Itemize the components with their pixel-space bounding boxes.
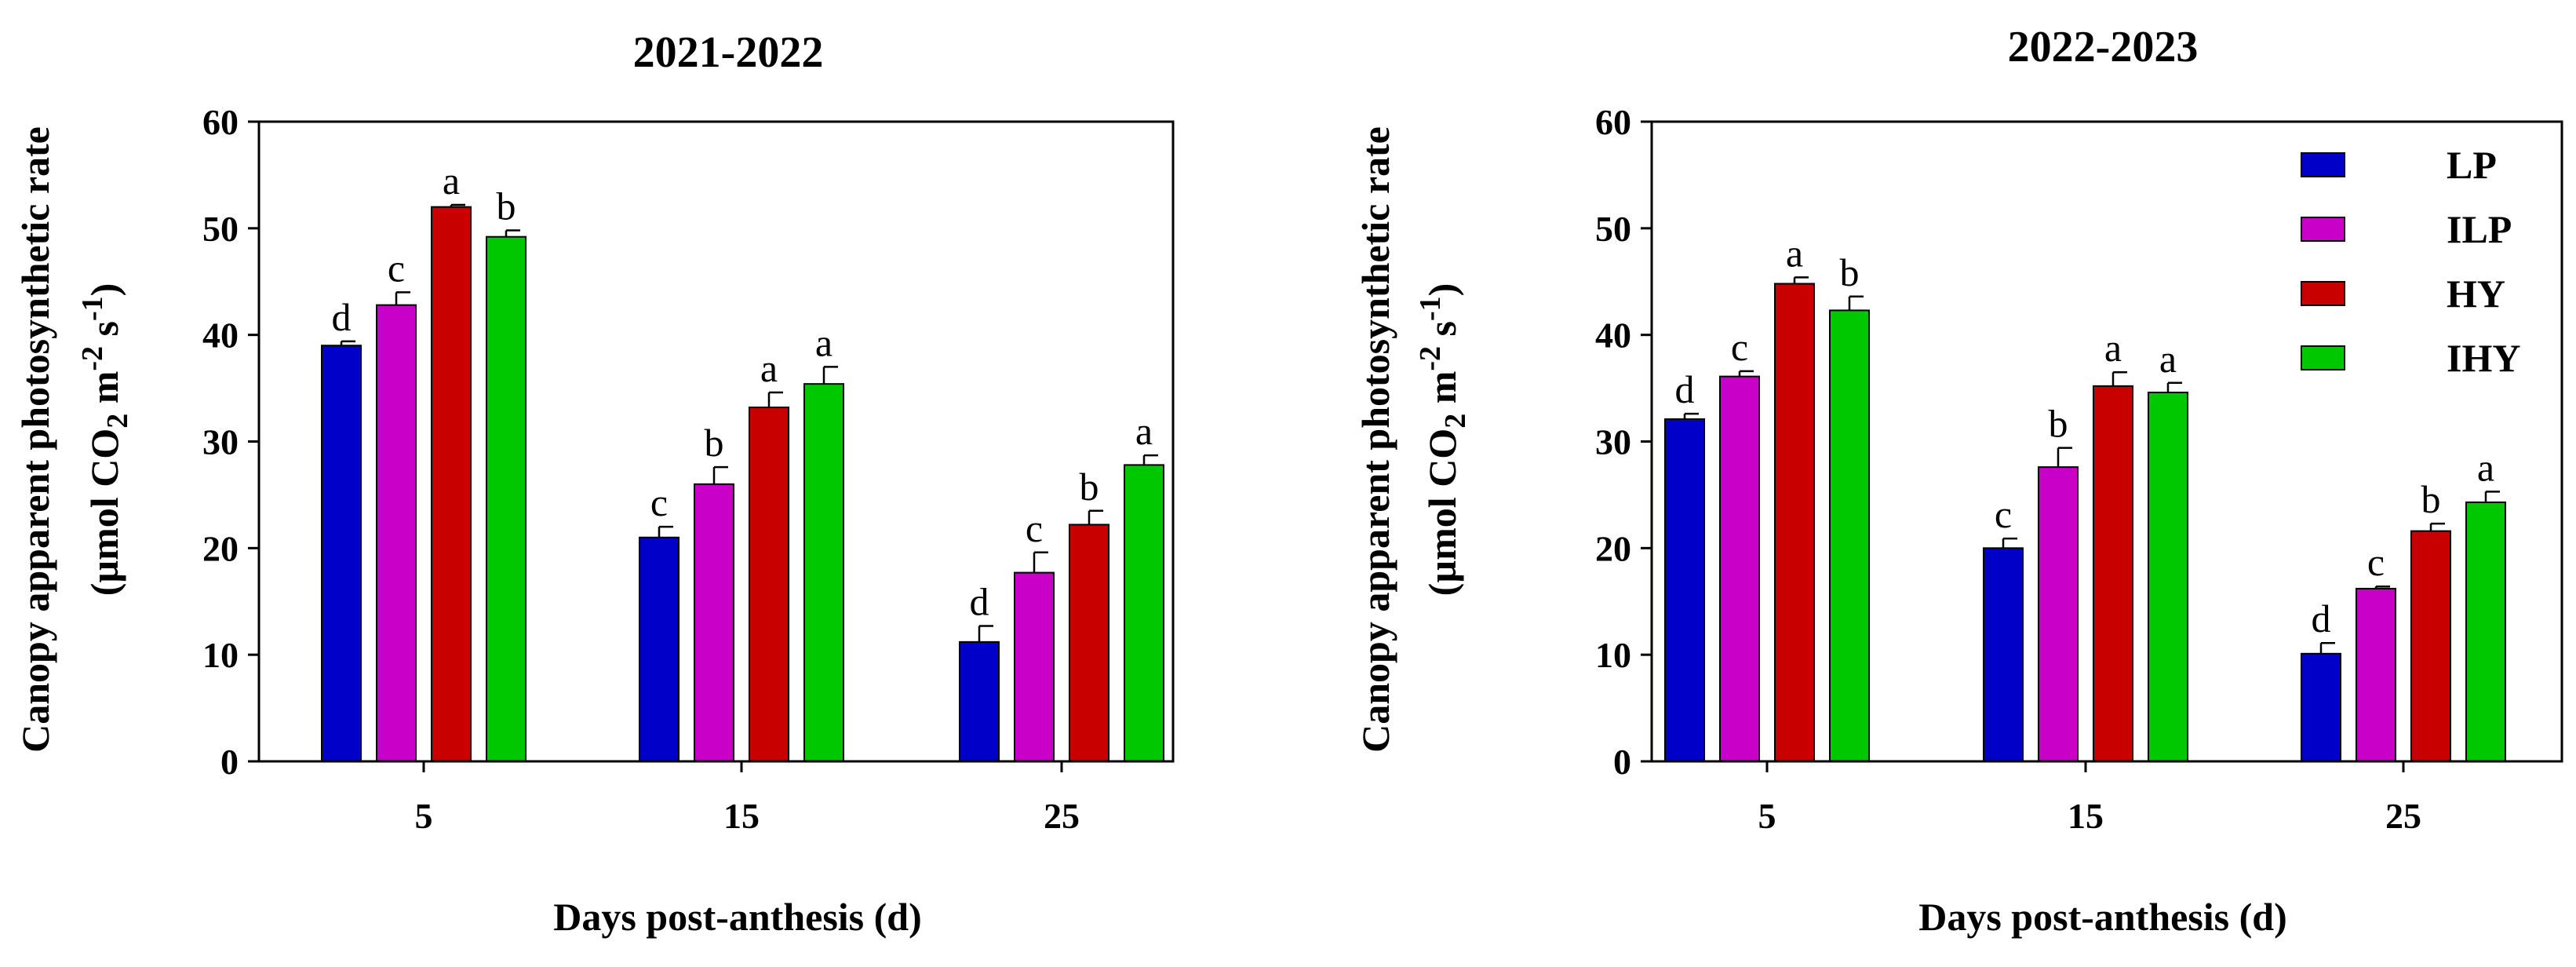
- bar-IHY-5: [486, 235, 526, 762]
- legend-label-IHY: IHY: [2447, 336, 2520, 380]
- significance-letter: a: [2159, 337, 2177, 381]
- significance-letter: b: [2421, 477, 2441, 521]
- bar-LP-5: [321, 345, 362, 762]
- x-tick-label: 15: [723, 796, 760, 836]
- x-tick-label: 5: [415, 796, 433, 836]
- y-tick-label: 0: [1613, 742, 1631, 782]
- bar-LP-15: [639, 536, 680, 762]
- significance-letter: a: [815, 320, 833, 364]
- x-tick-label: 25: [2385, 796, 2421, 836]
- significance-letter: c: [650, 480, 668, 524]
- y-tick-label: 50: [202, 209, 239, 249]
- significance-letter: a: [760, 346, 778, 390]
- y-tick-label: 40: [1595, 316, 1631, 356]
- y-tick-label: 0: [220, 742, 239, 782]
- y-axis-unit-label: (µmol CO2 m-2 s-1): [76, 283, 134, 597]
- bar-HY-15: [2093, 385, 2133, 762]
- y-tick-label: 30: [202, 422, 239, 462]
- y-tick-label: 20: [202, 528, 239, 568]
- bar-HY-25: [1069, 524, 1109, 762]
- significance-letter: c: [2367, 540, 2385, 584]
- significance-letter: c: [388, 246, 405, 290]
- bar-IHY-15: [803, 383, 844, 762]
- legend: LP ILP HY IHY: [2301, 143, 2520, 380]
- bar-IHY-25: [2465, 501, 2506, 762]
- x-tick-label: 5: [1758, 796, 1776, 836]
- legend-swatch-LP: [2301, 152, 2345, 177]
- significance-letter: a: [2477, 445, 2494, 489]
- bar-HY-15: [749, 407, 789, 762]
- bar-HY-5: [1774, 283, 1815, 762]
- y-tick-label: 50: [1595, 209, 1631, 249]
- bar-HY-25: [2410, 530, 2451, 762]
- x-tick-label: 25: [1044, 796, 1080, 836]
- significance-letter: d: [1675, 367, 1695, 411]
- significance-letter: c: [1026, 506, 1043, 550]
- significance-letter: d: [332, 295, 352, 339]
- significance-letter: a: [1786, 231, 1803, 275]
- y-tick-label: 60: [202, 102, 239, 142]
- legend-swatch-IHY: [2301, 345, 2345, 370]
- y-axis-label: Canopy apparent photosynthetic rate: [13, 126, 57, 753]
- bar-IHY-5: [1829, 309, 1870, 762]
- x-axis-label: Days post-anthesis (d): [553, 895, 922, 939]
- y-axis-label: Canopy apparent photosynthetic rate: [1354, 126, 1397, 753]
- bar-LP-25: [959, 640, 1000, 762]
- bar-LP-15: [1983, 547, 2024, 762]
- significance-letter: b: [1840, 250, 1860, 294]
- bar-IHY-15: [2148, 392, 2188, 762]
- significance-letter: a: [2104, 326, 2122, 370]
- bar-ILP-5: [376, 304, 417, 762]
- bar-HY-5: [431, 206, 472, 762]
- y-tick-label: 20: [1595, 528, 1631, 568]
- bar-ILP-15: [694, 483, 734, 762]
- significance-letter: b: [497, 184, 516, 228]
- x-axis-label: Days post-anthesis (d): [1918, 895, 2287, 939]
- y-tick-label: 10: [202, 635, 239, 675]
- bar-ILP-25: [1014, 571, 1055, 763]
- bar-LP-25: [2301, 652, 2341, 763]
- x-tick-label: 15: [2068, 796, 2104, 836]
- bar-ILP-5: [1719, 375, 1760, 762]
- y-tick-label: 40: [202, 316, 239, 356]
- significance-letter: d: [970, 579, 989, 623]
- significance-letter: a: [443, 159, 460, 203]
- chart-title: 2022-2023: [2008, 23, 2199, 71]
- significance-letter: b: [705, 421, 724, 465]
- significance-letter: c: [1731, 325, 1748, 369]
- bar-IHY-25: [1124, 464, 1164, 763]
- y-tick-label: 30: [1595, 422, 1631, 462]
- bar-LP-5: [1664, 418, 1705, 762]
- significance-letter: a: [1135, 409, 1153, 453]
- y-tick-label: 10: [1595, 635, 1631, 675]
- significance-letter: b: [1080, 465, 1099, 509]
- bar-ILP-25: [2356, 587, 2396, 763]
- y-axis-unit-label: (µmol CO2 m-2 s-1): [1414, 283, 1472, 597]
- legend-swatch-ILP: [2301, 217, 2345, 242]
- legend-label-ILP: ILP: [2447, 207, 2512, 251]
- significance-letter: d: [2312, 597, 2331, 640]
- chart-title: 2021-2022: [633, 28, 824, 77]
- legend-label-LP: LP: [2447, 143, 2497, 187]
- y-tick-label: 60: [1595, 102, 1631, 142]
- legend-swatch-HY: [2301, 281, 2345, 306]
- significance-letter: c: [1995, 492, 2012, 536]
- bar-ILP-15: [2038, 466, 2079, 762]
- significance-letter: b: [2049, 402, 2068, 446]
- legend-label-HY: HY: [2447, 272, 2505, 316]
